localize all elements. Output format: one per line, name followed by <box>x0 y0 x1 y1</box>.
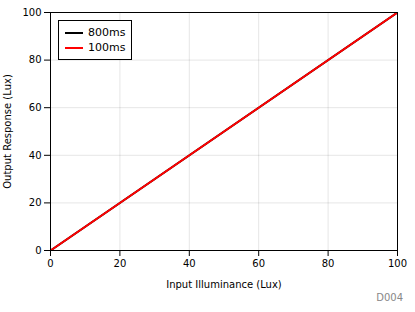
svg-text:20: 20 <box>29 197 42 208</box>
svg-text:80: 80 <box>29 54 42 65</box>
html-text:100ms: 100ms <box>88 41 126 54</box>
svg-text:40: 40 <box>29 150 42 161</box>
svg-text:100: 100 <box>388 258 407 269</box>
svg-text:60: 60 <box>252 258 265 269</box>
svg-text:100: 100 <box>22 7 41 18</box>
svg-text:60: 60 <box>29 102 42 113</box>
html-text:D004: D004 <box>376 292 403 303</box>
svg-text:Output Response (Lux): Output Response (Lux) <box>2 74 13 189</box>
svg-text:0: 0 <box>47 258 53 269</box>
html-text:800ms: 800ms <box>88 26 126 39</box>
svg-text:Input Illuminance (Lux): Input Illuminance (Lux) <box>166 279 282 290</box>
svg-text:80: 80 <box>322 258 335 269</box>
svg-text:40: 40 <box>183 258 196 269</box>
svg-text:20: 20 <box>114 258 127 269</box>
svg-text:0: 0 <box>35 245 41 256</box>
